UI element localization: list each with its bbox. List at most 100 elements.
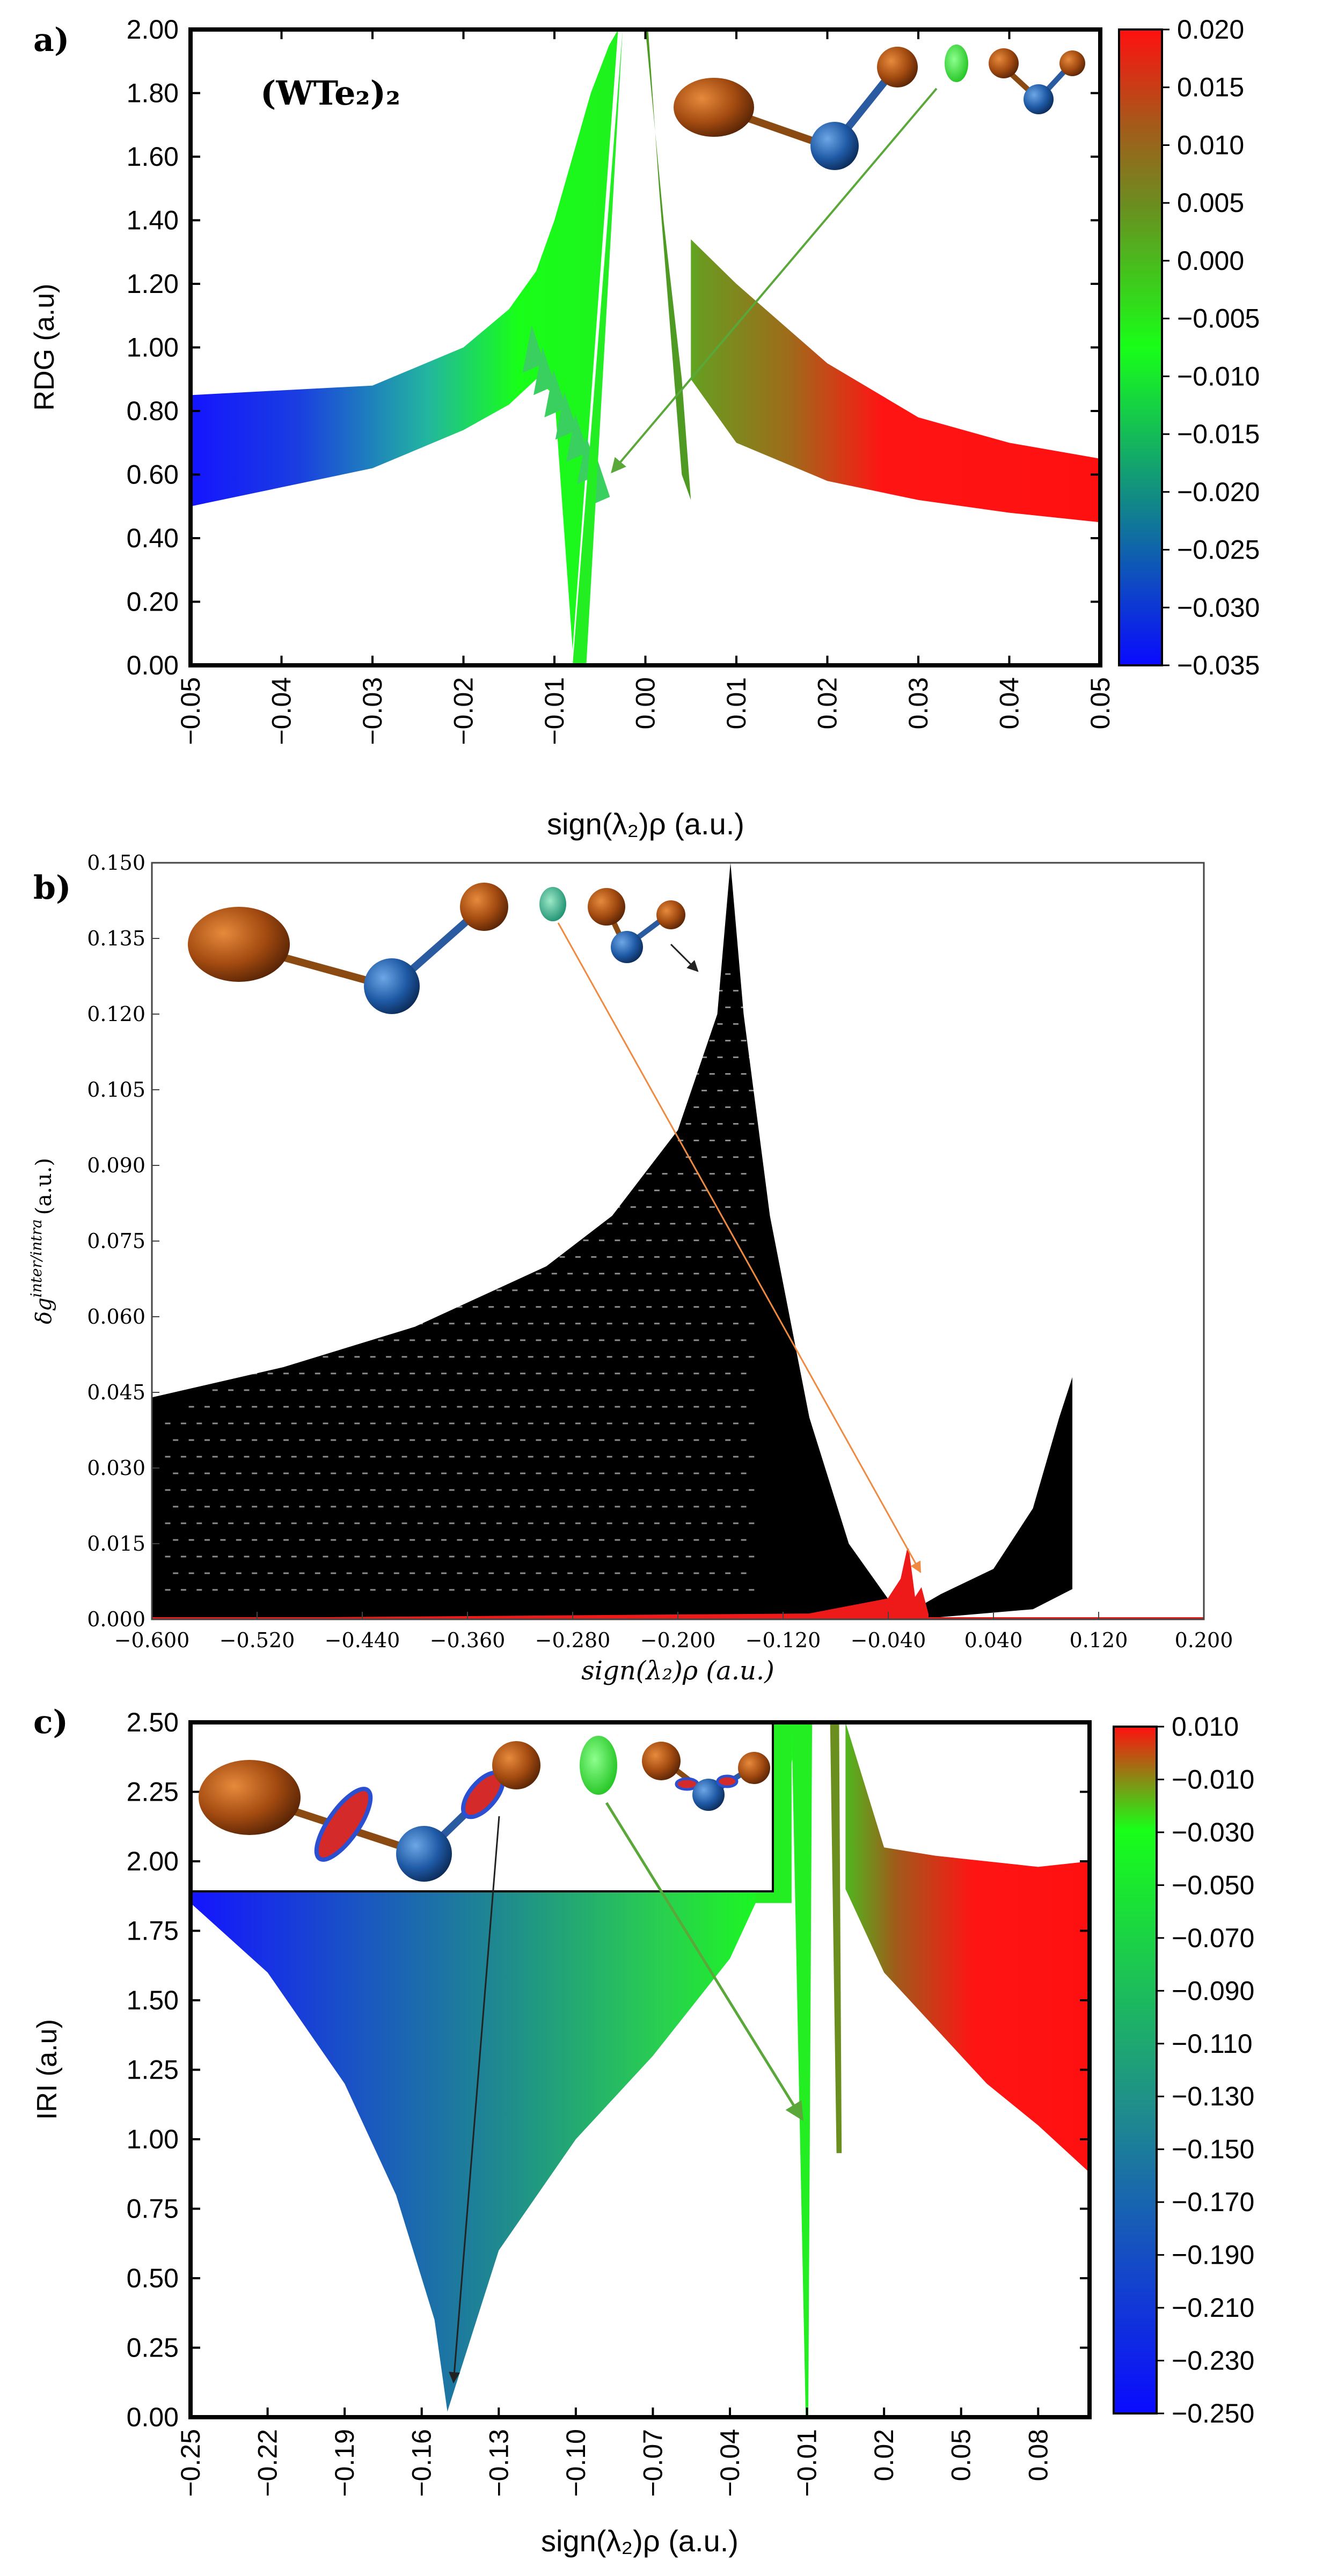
- speckle-mark: [701, 1555, 707, 1558]
- speckle-mark: [646, 1572, 652, 1574]
- y-tick-label: 0.40: [127, 523, 179, 553]
- speckle-mark: [433, 1389, 439, 1391]
- speckle-mark: [378, 1439, 384, 1441]
- panel-a-fringe-mark: [544, 369, 567, 417]
- speckle-mark: [575, 1289, 581, 1291]
- speckle-mark: [480, 1555, 486, 1558]
- speckle-mark: [480, 1289, 486, 1291]
- te-atom-icon: [1059, 50, 1085, 76]
- speckle-mark: [544, 1489, 550, 1491]
- speckle-mark: [244, 1456, 250, 1458]
- colorbar-tick-label: −0.230: [1172, 2346, 1254, 2376]
- speckle-mark: [441, 1472, 447, 1474]
- speckle-mark: [591, 1456, 597, 1458]
- speckle-mark: [393, 1572, 399, 1574]
- speckle-mark: [315, 1373, 320, 1375]
- speckle-mark: [307, 1555, 313, 1558]
- speckle-mark: [623, 1522, 628, 1524]
- y-tick-label: 0.015: [87, 1532, 145, 1555]
- speckle-mark: [520, 1273, 525, 1275]
- speckle-mark: [180, 1489, 186, 1491]
- y-tick-label: 0.60: [127, 460, 179, 490]
- speckle-mark: [188, 1406, 194, 1408]
- speckle-mark: [583, 1306, 589, 1308]
- speckle-mark: [488, 1406, 494, 1408]
- speckle-mark: [417, 1589, 423, 1591]
- speckle-mark: [433, 1456, 439, 1458]
- colorbar-tick-label: −0.020: [1177, 477, 1260, 507]
- x-tick-label: 0.00: [631, 677, 661, 729]
- panel-c-pointer-arrow-black: [449, 1816, 500, 2384]
- speckle-mark: [465, 1589, 471, 1591]
- speckle-mark: [615, 1306, 620, 1308]
- speckle-mark: [212, 1389, 218, 1391]
- speckle-mark: [228, 1456, 234, 1458]
- speckle-mark: [441, 1539, 447, 1541]
- speckle-mark: [338, 1489, 344, 1491]
- colorbar-tick-label: −0.110: [1172, 2029, 1253, 2059]
- speckle-mark: [449, 1422, 455, 1425]
- speckle-mark: [180, 1589, 186, 1591]
- speckle-mark: [693, 1572, 699, 1574]
- speckle-mark: [693, 973, 699, 975]
- speckle-mark: [638, 1323, 644, 1325]
- speckle-mark: [283, 1472, 289, 1474]
- x-tick-label: −0.05: [176, 677, 206, 745]
- speckle-mark: [654, 1190, 660, 1192]
- panel-b: b) 0.0000.0150.0300.0450.0600.0750.0900.…: [27, 851, 1233, 1686]
- speckle-mark: [299, 1506, 305, 1508]
- panel-a-left-spike: [572, 30, 623, 665]
- speckle-mark: [252, 1439, 258, 1441]
- speckle-mark: [417, 1489, 423, 1491]
- speckle-mark: [749, 1323, 755, 1325]
- speckle-mark: [536, 1472, 542, 1474]
- speckle-mark: [299, 1572, 305, 1574]
- panel-a-label: a): [33, 21, 69, 59]
- speckle-mark: [259, 1522, 265, 1524]
- speckle-mark: [433, 1422, 439, 1425]
- iri-isosurface-icon: [314, 1787, 373, 1862]
- speckle-mark: [393, 1439, 399, 1441]
- speckle-mark: [331, 1439, 337, 1441]
- speckle-mark: [599, 1472, 604, 1474]
- speckle-mark: [410, 1506, 415, 1508]
- speckle-mark: [725, 1572, 731, 1574]
- speckle-mark: [693, 1073, 699, 1075]
- speckle-mark: [638, 1522, 644, 1524]
- speckle-mark: [654, 1555, 660, 1558]
- speckle-mark: [693, 1206, 699, 1208]
- panel-c-colorbar-ticks: 0.010 −0.010 −0.030 −0.050 −0.070 −0.090 −0.11…: [1157, 1712, 1254, 2428]
- colorbar-tick-label: −0.010: [1172, 1764, 1254, 1794]
- speckle-mark: [425, 1406, 431, 1408]
- speckle-mark: [717, 1289, 723, 1291]
- speckle-mark: [725, 1106, 731, 1109]
- speckle-mark: [472, 1373, 478, 1375]
- speckle-mark: [544, 1589, 550, 1591]
- speckle-mark: [410, 1306, 415, 1308]
- x-tick-label: 0.05: [946, 2429, 976, 2481]
- speckle-mark: [623, 1389, 628, 1391]
- speckle-mark: [717, 1223, 723, 1225]
- speckle-mark: [606, 1356, 612, 1358]
- speckle-mark: [536, 1406, 542, 1408]
- y-tick-label: 0.50: [127, 2263, 179, 2293]
- speckle-mark: [749, 1256, 755, 1258]
- speckle-mark: [528, 1555, 533, 1558]
- speckle-mark: [544, 1456, 550, 1458]
- speckle-mark: [693, 1239, 699, 1242]
- speckle-mark: [417, 1289, 423, 1291]
- w-atom-icon: [364, 958, 420, 1014]
- speckle-mark: [410, 1572, 415, 1574]
- speckle-mark: [504, 1406, 510, 1408]
- x-tick-label: −0.22: [253, 2429, 283, 2497]
- speckle-mark: [393, 1339, 399, 1341]
- speckle-mark: [536, 1572, 542, 1574]
- speckle-mark: [615, 1572, 620, 1574]
- speckle-mark: [472, 1306, 478, 1308]
- speckle-mark: [678, 1572, 683, 1574]
- speckle-mark: [410, 1339, 415, 1341]
- x-tick-label: 0.01: [721, 677, 751, 729]
- speckle-mark: [623, 1223, 628, 1225]
- speckle-mark: [528, 1323, 533, 1325]
- te-atom-icon: [460, 883, 508, 931]
